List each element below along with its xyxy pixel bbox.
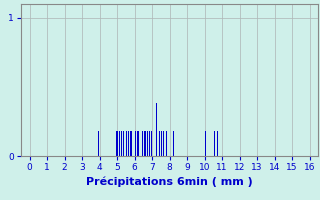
Bar xyxy=(159,131,160,156)
Bar xyxy=(98,131,99,156)
Bar xyxy=(161,131,162,156)
Bar xyxy=(128,131,129,156)
Bar xyxy=(123,131,124,156)
Bar xyxy=(205,131,206,156)
Bar xyxy=(116,131,117,156)
Bar xyxy=(151,131,152,156)
Bar xyxy=(117,131,118,156)
Bar xyxy=(139,131,140,156)
Bar xyxy=(144,131,145,156)
Bar xyxy=(217,131,218,156)
Bar xyxy=(202,131,203,156)
Bar xyxy=(214,131,215,156)
Bar xyxy=(121,131,122,156)
Bar xyxy=(149,131,150,156)
Bar xyxy=(156,103,157,156)
Bar xyxy=(137,131,138,156)
Bar xyxy=(147,131,148,156)
Bar xyxy=(215,131,216,156)
Bar xyxy=(166,131,167,156)
Bar xyxy=(163,131,164,156)
Bar xyxy=(126,131,127,156)
Bar xyxy=(119,131,120,156)
Bar xyxy=(146,131,147,156)
X-axis label: Précipitations 6min ( mm ): Précipitations 6min ( mm ) xyxy=(86,176,253,187)
Bar xyxy=(130,131,131,156)
Bar xyxy=(173,131,174,156)
Bar xyxy=(142,131,143,156)
Bar xyxy=(135,131,136,156)
